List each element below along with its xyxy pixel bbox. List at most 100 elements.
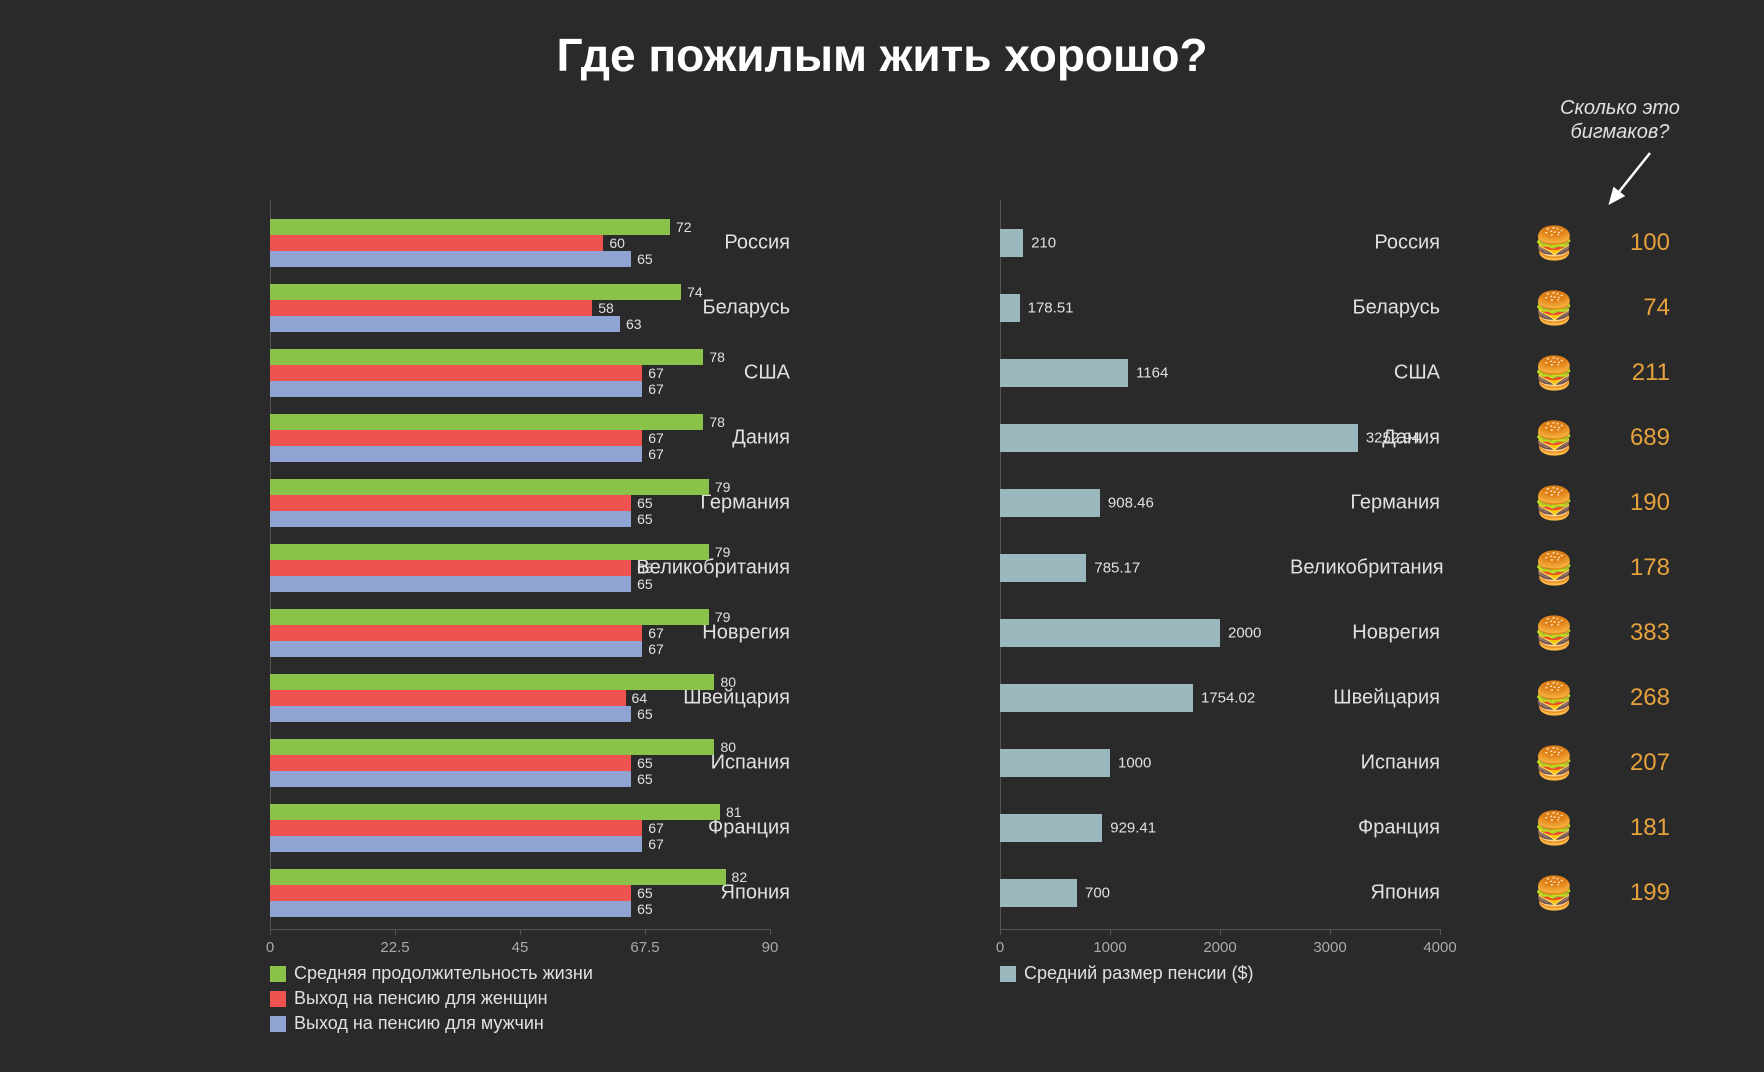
bigmac-row: 🍔199 (1440, 877, 1670, 909)
tick (395, 929, 396, 935)
bar-value: 72 (676, 219, 692, 235)
bar-life (270, 609, 709, 625)
bar-value: 65 (637, 771, 653, 787)
bar-life (270, 479, 709, 495)
burger-icon: 🍔 (1534, 292, 1574, 324)
bar-women (270, 820, 642, 836)
bigmac-value: 207 (1590, 749, 1670, 777)
bar-value: 3252.94 (1366, 429, 1420, 446)
legend-item: Средний размер пенсии ($) (1000, 963, 1253, 984)
bar-value: 929.41 (1110, 819, 1156, 836)
bigmac-value: 211 (1590, 359, 1670, 387)
bar-value: 65 (637, 511, 653, 527)
bar-men (270, 251, 631, 267)
country-label: Швейцария (1290, 686, 1440, 709)
bar-pension (1000, 879, 1077, 907)
burger-icon: 🍔 (1534, 617, 1574, 649)
bigmac-annotation: Сколько это бигмаков? (1560, 96, 1680, 144)
burger-icon: 🍔 (1534, 357, 1574, 389)
bar-life (270, 804, 720, 820)
bar-value: 63 (626, 316, 642, 332)
bar-life (270, 739, 714, 755)
bar-pension (1000, 359, 1128, 387)
bar-value: 67 (648, 625, 664, 641)
bar-women (270, 235, 603, 251)
right-legend: Средний размер пенсии ($) (1000, 963, 1253, 984)
bigmac-row: 🍔268 (1440, 682, 1670, 714)
tick (520, 929, 521, 935)
bar-value: 81 (726, 804, 742, 820)
burger-icon: 🍔 (1534, 812, 1574, 844)
bar-men (270, 446, 642, 462)
bar-value: 1754.02 (1201, 689, 1255, 706)
legend-item: Выход на пенсию для мужчин (270, 1013, 593, 1034)
bar-pension (1000, 489, 1100, 517)
bar-life (270, 544, 709, 560)
bigmac-value: 689 (1590, 424, 1670, 452)
bigmac-row: 🍔 689 (1440, 422, 1670, 454)
country-label: США (1290, 361, 1440, 384)
legend-swatch (270, 991, 286, 1007)
burger-icon: 🍔 (1534, 422, 1574, 454)
bigmac-column: 🍔100🍔74🍔211🍔689🍔190🍔178🍔383🍔268🍔207🍔181🍔… (1440, 180, 1670, 980)
bar-men (270, 706, 631, 722)
bar-value: 65 (637, 251, 653, 267)
burger-icon: 🍔 (1534, 747, 1574, 779)
bigmac-value: 100 (1590, 229, 1670, 257)
bar-women (270, 495, 631, 511)
bar-value: 65 (637, 706, 653, 722)
bar-value: 65 (637, 495, 653, 511)
bigmac-row: 🍔100 (1440, 227, 1670, 259)
tick-label: 22.5 (380, 939, 409, 956)
bar-pension (1000, 619, 1220, 647)
charts-container: 022.54567.590Россия726065Беларусь745863С… (90, 180, 1674, 980)
bar-value: 65 (637, 755, 653, 771)
tick-label: 45 (512, 939, 529, 956)
bigmac-value: 190 (1590, 489, 1670, 517)
bar-value: 60 (609, 235, 625, 251)
bar-value: 82 (732, 869, 748, 885)
left-chart: 022.54567.590Россия726065Беларусь745863С… (90, 180, 790, 980)
bar-pension (1000, 294, 1020, 322)
bigmac-row: 🍔 207 (1440, 747, 1670, 779)
burger-icon: 🍔 (1534, 552, 1574, 584)
country-label: Россия (1290, 231, 1440, 254)
burger-icon: 🍔 (1534, 487, 1574, 519)
bar-value: 65 (637, 560, 653, 576)
country-label: Франция (1290, 816, 1440, 839)
tick (270, 929, 271, 935)
bar-women (270, 690, 626, 706)
tick-label: 67.5 (630, 939, 659, 956)
bar-value: 67 (648, 365, 664, 381)
bigmac-row: 🍔178 (1440, 552, 1670, 584)
tick (1330, 929, 1331, 935)
bar-women (270, 625, 642, 641)
legend-item: Средняя продолжительность жизни (270, 963, 593, 984)
bar-value: 67 (648, 381, 664, 397)
bar-men (270, 511, 631, 527)
country-label: Беларусь (1290, 296, 1440, 319)
bar-value: 2000 (1228, 624, 1261, 641)
bar-pension (1000, 814, 1102, 842)
bar-life (270, 674, 714, 690)
bar-men (270, 381, 642, 397)
bar-value: 67 (648, 430, 664, 446)
bar-value: 79 (715, 544, 731, 560)
bar-men (270, 771, 631, 787)
bar-value: 210 (1031, 234, 1056, 251)
bar-pension (1000, 229, 1023, 257)
bar-life (270, 284, 681, 300)
bar-pension (1000, 684, 1193, 712)
legend-item: Выход на пенсию для женщин (270, 988, 593, 1009)
bar-pension (1000, 424, 1358, 452)
bar-pension (1000, 554, 1086, 582)
legend-swatch (1000, 966, 1016, 982)
bigmac-row: 🍔383 (1440, 617, 1670, 649)
country-label: Япония (1290, 881, 1440, 904)
bar-men (270, 641, 642, 657)
tick-label: 0 (996, 939, 1004, 956)
legend-swatch (270, 1016, 286, 1032)
bar-value: 80 (720, 739, 736, 755)
bigmac-row: 🍔74 (1440, 292, 1670, 324)
tick (1000, 929, 1001, 935)
